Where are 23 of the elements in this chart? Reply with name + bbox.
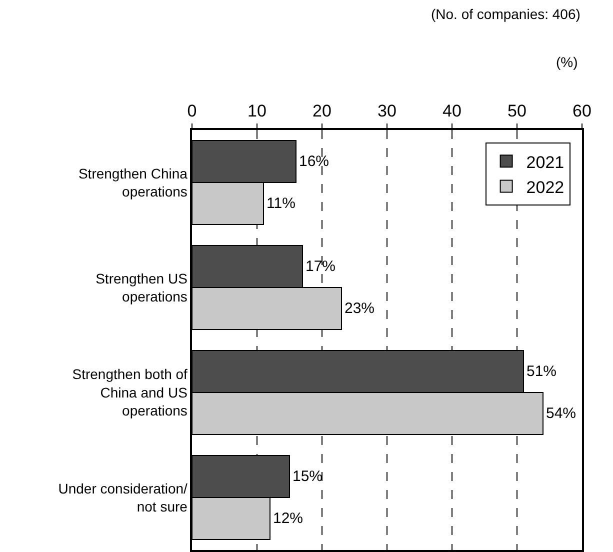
data-label: 12% xyxy=(273,510,304,527)
legend-label: 2021 xyxy=(526,152,564,172)
x-tick-label: 60 xyxy=(572,101,592,120)
data-label: 16% xyxy=(299,153,330,170)
legend-label: 2022 xyxy=(526,178,564,197)
y-tick-label: Strengthen China operations xyxy=(78,165,188,200)
x-tick-label: 20 xyxy=(312,101,332,120)
data-label: 15% xyxy=(292,468,323,485)
x-tick-label: 10 xyxy=(248,101,266,120)
data-label: 11% xyxy=(266,195,296,212)
data-label: 23% xyxy=(344,300,375,317)
y-tick-label: Strengthen US operations xyxy=(96,270,188,304)
text: (%) xyxy=(556,54,578,70)
x-tick-label: 0 xyxy=(187,101,197,120)
x-tick-label: 50 xyxy=(508,101,526,120)
x-tick-label: 40 xyxy=(442,101,462,120)
data-label: 54% xyxy=(546,405,576,422)
x-tick-label: 30 xyxy=(378,101,396,120)
y-tick-label: Under consideration/ not sure xyxy=(58,480,188,514)
text: (No. of companies: 406) xyxy=(431,6,580,22)
data-label: 51% xyxy=(526,363,557,380)
data-label: 17% xyxy=(306,258,336,275)
y-tick-label: Strengthen both of China and US operations xyxy=(72,366,188,419)
